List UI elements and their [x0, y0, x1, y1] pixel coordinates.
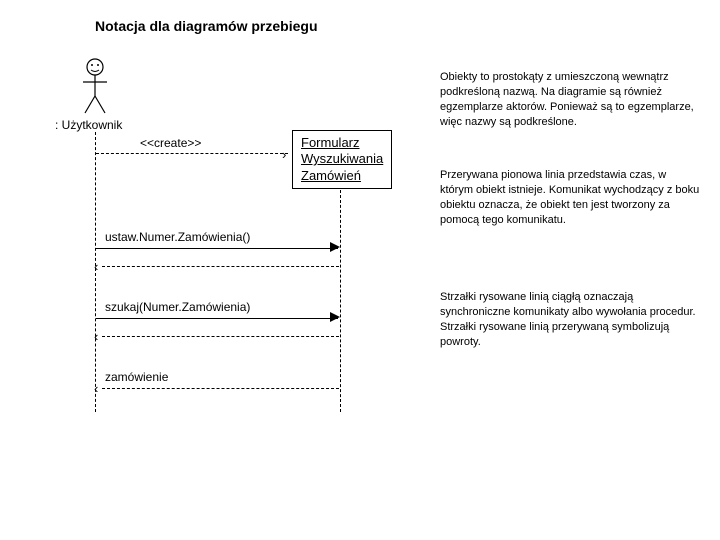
- object-box: Formularz Wyszukiwania Zamówień: [292, 130, 392, 189]
- return-1-line: [102, 266, 339, 267]
- arrow-right-open-icon: ›: [282, 148, 286, 161]
- actor-label: : Użytkownik: [55, 118, 122, 132]
- return-3-line: [102, 388, 339, 389]
- message-2-label: szukaj(Numer.Zamówienia): [105, 300, 250, 314]
- diagram-title: Notacja dla diagramów przebiegu: [95, 18, 318, 34]
- arrow-right-solid-icon: [330, 242, 340, 252]
- explanation-paragraph-2: Przerywana pionowa linia przedstawia cza…: [440, 168, 702, 227]
- message-2-line: [96, 318, 338, 319]
- message-1-label: ustaw.Numer.Zamówienia(): [105, 230, 250, 244]
- object-name-line2: Wyszukiwania: [301, 151, 383, 167]
- object-name-line3: Zamówień: [301, 168, 383, 184]
- message-1-line: [96, 248, 338, 249]
- arrow-left-open-icon: ›: [94, 382, 98, 395]
- lifeline-object: [340, 190, 341, 412]
- return-2-line: [102, 336, 339, 337]
- message-create-line: [96, 153, 288, 154]
- explanation-paragraph-1: Obiekty to prostokąty z umieszczoną wewn…: [440, 70, 702, 129]
- explanation-paragraph-3: Strzałki rysowane linią ciągłą oznaczają…: [440, 290, 702, 349]
- object-name-line1: Formularz: [301, 135, 383, 151]
- actor-stickfigure: [80, 58, 110, 114]
- message-create-label: <<create>>: [140, 136, 201, 150]
- arrow-left-open-icon: ›: [94, 260, 98, 273]
- arrow-left-open-icon: ›: [94, 330, 98, 343]
- arrow-right-solid-icon: [330, 312, 340, 322]
- return-3-label: zamówienie: [105, 370, 168, 384]
